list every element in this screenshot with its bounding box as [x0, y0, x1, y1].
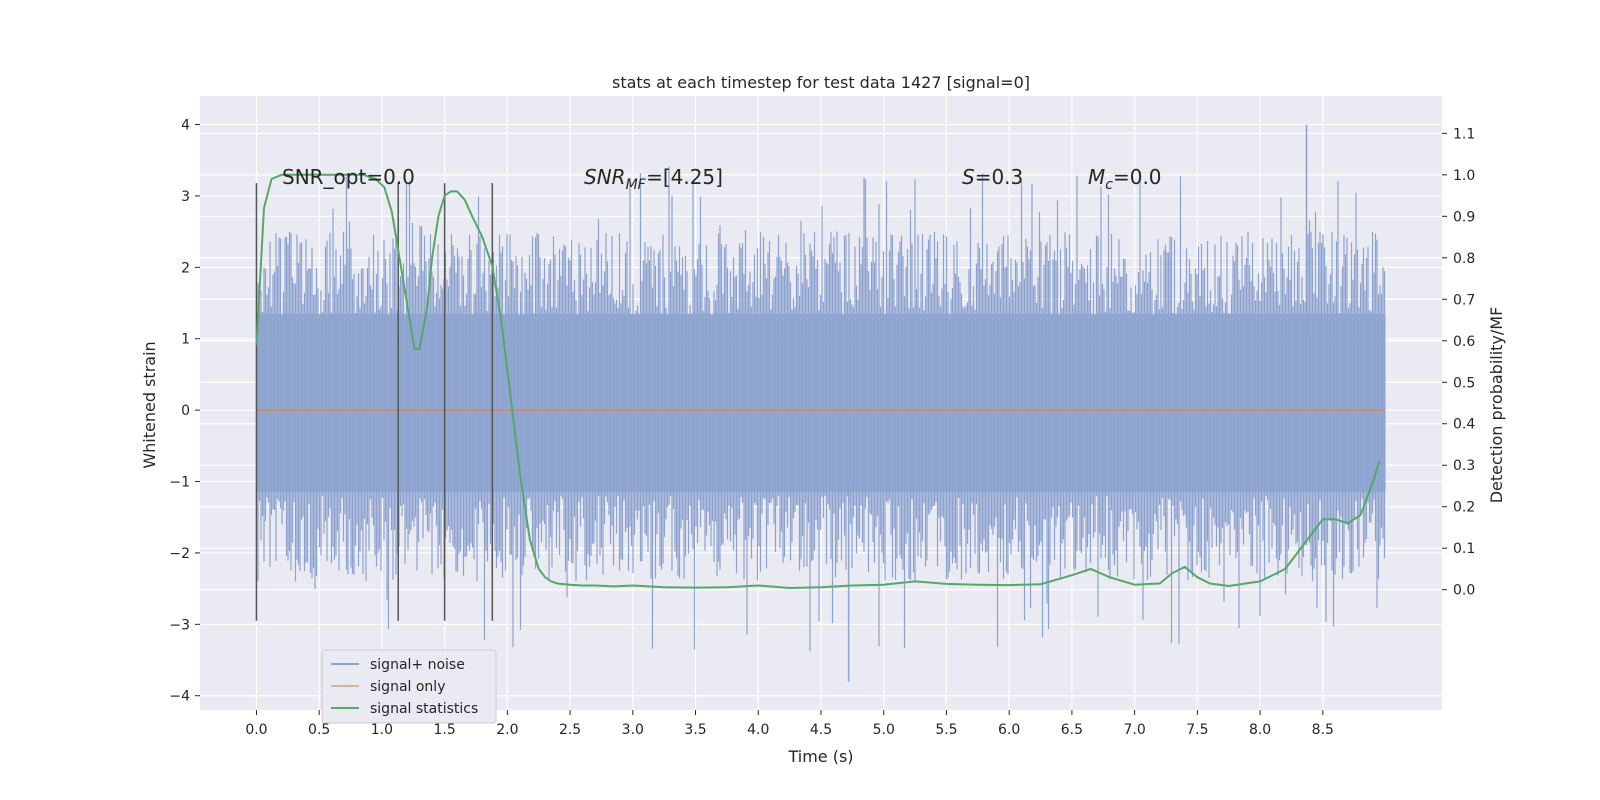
x-tick-label: 3.0 — [622, 722, 644, 738]
y2-tick-label: 1.0 — [1453, 168, 1475, 184]
y2-tick-label: 0.8 — [1453, 251, 1475, 267]
y-tick-label: 4 — [181, 118, 190, 134]
legend-box — [321, 649, 497, 724]
y2-tick-label: 0.5 — [1453, 375, 1475, 391]
mc-val: =0.0 — [1113, 165, 1162, 189]
x-tick-label: 4.0 — [747, 722, 769, 738]
x-axis-label: Time (s) — [787, 747, 853, 766]
mc-main: M — [1088, 165, 1105, 189]
x-tick-label: 1.5 — [434, 722, 456, 738]
x-tick-label: 0.5 — [308, 722, 330, 738]
y-tick-label: −3 — [169, 617, 190, 633]
snr-mf-main: SNR — [584, 165, 626, 189]
annotation-snr-mf: SNRMF =[4.25] — [584, 165, 723, 193]
mc-sub: c — [1105, 177, 1113, 193]
s-var: S — [962, 165, 975, 189]
x-tick-label: 7.5 — [1186, 722, 1208, 738]
x-tick-label: 6.0 — [998, 722, 1020, 738]
y-tick-label: −1 — [169, 475, 190, 491]
x-tick-label: 1.0 — [371, 722, 393, 738]
y2-tick-label: 0.6 — [1453, 334, 1475, 350]
y2-tick-label: 1.1 — [1453, 126, 1475, 142]
y2-axis-label: Detection probability/MF — [1487, 307, 1506, 504]
y2-tick-label: 0.1 — [1453, 541, 1475, 557]
snr-mf-sub: MF — [626, 177, 647, 193]
legend: signal+ noise signal only signal statist… — [321, 649, 497, 724]
y-axis-label: Whitened strain — [140, 341, 159, 468]
x-tick-label: 3.5 — [684, 722, 706, 738]
y-tick-label: −4 — [169, 689, 190, 705]
y2-axis-ticks: 1.1 1.0 0.9 0.8 0.7 0.6 0.5 0.4 0.3 0.2 0.1 0.0 — [1442, 126, 1475, 599]
y2-tick-label: 0.0 — [1453, 583, 1475, 599]
s-val: =0.3 — [975, 165, 1024, 189]
annotation-mc: Mc=0.0 — [1088, 165, 1162, 193]
y2-tick-label: 0.7 — [1453, 292, 1475, 308]
y-tick-label: 3 — [181, 189, 190, 205]
snr-mf-val: =[4.25] — [646, 165, 723, 189]
x-tick-label: 4.5 — [810, 722, 832, 738]
y-tick-label: 2 — [181, 260, 190, 276]
legend-label-signal-noise: signal+ noise — [370, 657, 465, 673]
x-tick-label: 8.0 — [1249, 722, 1271, 738]
y2-tick-label: 0.3 — [1453, 458, 1475, 474]
legend-label-signal-statistics: signal statistics — [370, 701, 478, 717]
x-tick-label: 5.5 — [935, 722, 957, 738]
x-tick-label: 7.0 — [1124, 722, 1146, 738]
legend-label-signal-only: signal only — [370, 679, 445, 695]
chart-title: stats at each timestep for test data 142… — [612, 73, 1030, 92]
y-tick-label: −2 — [169, 546, 190, 562]
signal-statistics-series — [255, 173, 1381, 589]
y2-tick-label: 0.4 — [1453, 417, 1475, 433]
annotation-s: S=0.3 — [962, 165, 1023, 189]
x-tick-label: 5.0 — [873, 722, 895, 738]
x-axis-ticks: 0.0 0.5 1.0 1.5 2.0 2.5 3.0 3.5 4.0 4.5 5.0 5.5 6.0 6… — [245, 710, 1334, 738]
annotation-snr-opt: SNR_opt=0.0 — [282, 165, 415, 189]
x-tick-label: 2.0 — [496, 722, 518, 738]
y2-tick-label: 0.9 — [1453, 209, 1475, 225]
x-tick-label: 6.5 — [1061, 722, 1083, 738]
y-tick-label: 1 — [181, 332, 190, 348]
x-tick-label: 2.5 — [559, 722, 581, 738]
y2-tick-label: 0.2 — [1453, 500, 1475, 516]
signal-statistics-line — [255, 173, 1381, 589]
y-axis-ticks: 4 3 2 1 0 −1 −2 −3 −4 — [169, 118, 200, 705]
x-tick-label: 8.5 — [1312, 722, 1334, 738]
y-tick-label: 0 — [181, 403, 190, 419]
x-tick-label: 0.0 — [245, 722, 267, 738]
